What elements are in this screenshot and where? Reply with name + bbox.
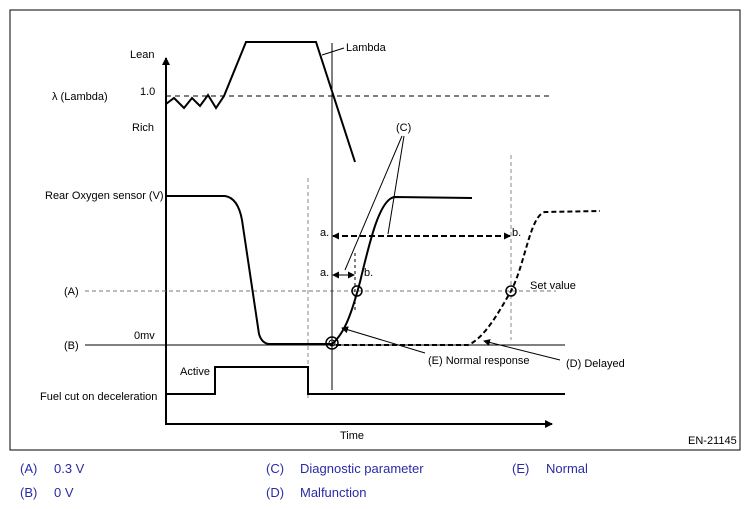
legend-item-d: (D) Malfunction: [266, 485, 366, 500]
a-label-delayed: a.: [320, 227, 329, 239]
normal-crossing-circle: [351, 285, 363, 297]
lean-label: Lean: [130, 49, 154, 61]
fuel-cut-signal: [166, 366, 565, 395]
legend-item-b: (B) 0 V: [20, 485, 74, 500]
legend-key-e: (E): [512, 461, 530, 476]
start-circle: [325, 336, 339, 350]
active-label: Active: [180, 366, 210, 378]
delayed-label: (D) Delayed: [566, 358, 625, 370]
delayed-response-curve: [336, 210, 601, 346]
legend-item-e: (E) Normal: [512, 461, 588, 476]
rear-o2-sensor-curve: [166, 195, 473, 345]
fuel-cut-label: Fuel cut on deceleration: [40, 391, 157, 403]
a-label-normal: a.: [320, 267, 329, 279]
b-label-delayed: b.: [512, 227, 521, 239]
normal-response-label: (E) Normal response: [428, 355, 529, 367]
lambda-axis-label: λ (Lambda): [52, 91, 108, 103]
diagnostic-timing-diagram: Lean λ (Lambda) 1.0 Rich Lambda Rear Oxy…: [9, 9, 741, 451]
lambda-pointer: [321, 47, 345, 56]
set-value-label: Set value: [530, 280, 576, 292]
zero-mv-label: 0mv: [134, 330, 155, 342]
normal-response-pointer: [341, 326, 426, 354]
legend-key-c: (C): [266, 461, 285, 476]
c-label: (C): [396, 122, 411, 134]
rich-label: Rich: [132, 122, 154, 134]
lambda-curve: [165, 41, 356, 163]
legend-text-d: Malfunction: [300, 485, 367, 500]
c-pointer-1: [344, 135, 403, 271]
axis-b-label: (B): [64, 340, 79, 352]
one-point-zero-label: 1.0: [140, 86, 155, 98]
legend-item-a: (A) 0.3 V: [20, 461, 84, 476]
lambda-curve-label: Lambda: [346, 42, 387, 54]
figure-frame: [9, 9, 741, 451]
legend-item-c: (C) Diagnostic parameter: [266, 461, 424, 476]
b-label-normal: b.: [364, 267, 373, 279]
legend-text-a: 0.3 V: [54, 461, 85, 476]
legend-key-a: (A): [20, 461, 38, 476]
start-circle-inner: [328, 339, 336, 347]
legend-key-b: (B): [20, 485, 38, 500]
figure-code: EN-21145: [688, 435, 737, 447]
legend-text-b: 0 V: [54, 485, 74, 500]
time-axis-label: Time: [340, 430, 364, 442]
legend-text-c: Diagnostic parameter: [300, 461, 424, 476]
rear-o2-label: Rear Oxygen sensor (V): [45, 190, 164, 202]
c-pointer-2: [387, 135, 405, 235]
axis-a-label: (A): [64, 286, 79, 298]
delayed-crossing-circle: [505, 285, 517, 297]
delayed-pointer: [483, 339, 561, 361]
legend-key-d: (D): [266, 485, 285, 500]
legend: (A) 0.3 V (C) Diagnostic parameter (E) Norm…: [0, 455, 751, 509]
legend-text-e: Normal: [546, 461, 588, 476]
